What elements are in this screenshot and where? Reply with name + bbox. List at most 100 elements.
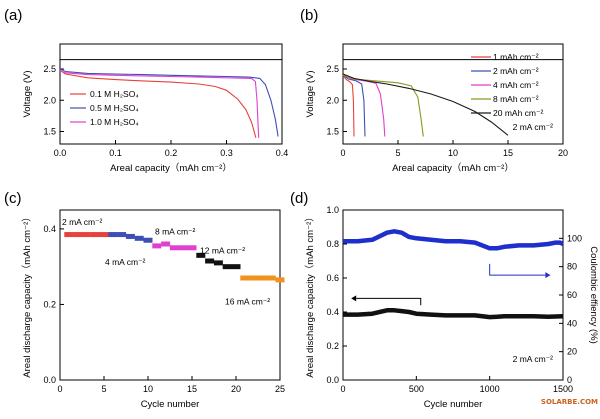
series-line-2: [59, 68, 279, 137]
x-tick-label: 20: [231, 384, 241, 394]
capacity-point: [266, 275, 276, 281]
left-axis-arrowhead: [351, 295, 357, 302]
capacity-point: [73, 232, 83, 238]
y-tick-label: 1.5: [326, 127, 339, 137]
y-right-tick-label: 0: [567, 375, 572, 385]
rate-label: 16 mA cm⁻²: [225, 296, 270, 306]
rate-annotation: 2 mA cm⁻²: [513, 354, 554, 364]
y-tick-label: 0.4: [43, 224, 56, 234]
series-line-1: [342, 74, 355, 137]
series-line-2: [343, 229, 564, 251]
x-tick-label: 0.1: [109, 148, 122, 158]
y-tick-label: 0.8: [326, 239, 339, 249]
y-tick-label: 2.5: [326, 64, 339, 74]
series-line-1: [343, 308, 564, 320]
legend-label: 2 mAh cm⁻²: [493, 66, 539, 76]
capacity-point: [64, 232, 74, 238]
y-tick-label: 1.0: [326, 205, 339, 215]
x-tick-label: 1000: [480, 384, 500, 394]
panel-label: (d): [290, 190, 308, 207]
y-tick-label: 0.4: [326, 307, 339, 317]
capacity-point: [161, 241, 171, 247]
capacity-point: [222, 264, 232, 270]
x-tick-label: 5: [395, 148, 400, 158]
legend-label: 20 mAh cm⁻²: [493, 108, 543, 118]
y-axis-label: Voltage (V): [22, 71, 33, 118]
x-axis-label: Cycle number: [424, 399, 483, 410]
capacity-point: [213, 260, 223, 266]
panel-label: (c): [4, 190, 22, 207]
x-axis-label: Areal capacity（mAh cm⁻²）: [110, 162, 232, 174]
y-tick-label: 0.0: [43, 375, 56, 385]
x-tick-label: 10: [143, 384, 153, 394]
capacity-point: [108, 232, 118, 238]
legend-label: 1 mAh cm⁻²: [493, 52, 539, 62]
y-tick-label: 2.0: [326, 95, 339, 105]
y-axis-label: Voltage (V): [305, 71, 316, 118]
x-tick-label: 0.3: [220, 148, 233, 158]
x-tick-label: 20: [558, 148, 568, 158]
rate-annotation: 2 mA cm⁻²: [513, 122, 554, 132]
capacity-point: [205, 258, 215, 264]
capacity-point: [187, 245, 197, 251]
y-right-tick-label: 80: [567, 262, 577, 272]
legend-label: 4 mAh cm⁻²: [493, 80, 539, 90]
capacity-point: [134, 235, 144, 241]
capacity-point: [240, 275, 250, 281]
series-line-1: [59, 69, 257, 138]
x-axis-label: Areal capacity（mAh cm⁻²）: [392, 162, 514, 174]
x-tick-label: 500: [409, 384, 424, 394]
capacity-point: [231, 264, 241, 270]
capacity-point: [125, 233, 135, 239]
capacity-point: [152, 243, 162, 249]
y-right-tick-label: 20: [567, 347, 577, 357]
left-axis-arrow: [356, 297, 422, 306]
capacity-point: [169, 245, 179, 251]
capacity-point: [81, 232, 91, 238]
rate-label: 8 mA cm⁻²: [155, 227, 196, 237]
x-tick-label: 15: [187, 384, 197, 394]
capacity-point: [257, 275, 267, 281]
capacity-point: [178, 245, 188, 251]
rate-label: 4 mA cm⁻²: [105, 257, 146, 267]
y-axis-label: Areal discharge capacity（mAh cm⁻²）: [304, 212, 316, 378]
x-tick-label: 15: [503, 148, 513, 158]
legend-label: 8 mAh cm⁻²: [493, 94, 539, 104]
y-right-tick-label: 100: [567, 233, 582, 243]
y-tick-label: 2.0: [43, 95, 56, 105]
y-tick-label: 0.0: [326, 375, 339, 385]
capacity-point: [99, 232, 109, 238]
y-right-axis-label: Coulombic effiency (%): [588, 246, 599, 344]
series-line-3: [59, 70, 260, 138]
x-tick-label: 1500: [553, 384, 573, 394]
x-tick-label: 25: [275, 384, 285, 394]
series-line-4: [342, 74, 424, 137]
right-axis-arrowhead: [545, 272, 551, 279]
series-line-3: [342, 74, 386, 137]
y-tick-label: 0.2: [326, 341, 339, 351]
capacity-point: [196, 252, 206, 258]
capacity-point: [117, 232, 127, 238]
x-tick-label: 0: [340, 384, 345, 394]
right-axis-arrow: [489, 263, 546, 276]
rate-label: 12 mA cm⁻²: [200, 245, 245, 255]
x-tick-label: 5: [101, 384, 106, 394]
y-axis-label: Areal discharge capacity（mAh cm⁻²）: [21, 212, 33, 378]
capacity-point: [249, 275, 259, 281]
series-line-5: [342, 73, 509, 136]
panel-label: (a): [4, 7, 22, 24]
x-axis-label: Cycle number: [141, 399, 200, 410]
capacity-point: [143, 237, 153, 243]
watermark: SOLARBE.COM: [540, 398, 598, 406]
legend-label: 0.1 M H₂SO₄: [90, 89, 139, 99]
y-right-tick-label: 60: [567, 290, 577, 300]
capacity-point: [90, 232, 100, 238]
capacity-point: [275, 277, 285, 283]
x-tick-label: 0.4: [276, 148, 289, 158]
y-tick-label: 2.5: [43, 64, 56, 74]
y-tick-label: 0.6: [326, 273, 339, 283]
panel-a: (a) 0.0 0.1 0.2 0.3 0.4 1.5 2.0 2.5 Areal capacit…: [4, 7, 288, 174]
legend-label: 0.5 M H₂SO₄: [90, 103, 139, 113]
